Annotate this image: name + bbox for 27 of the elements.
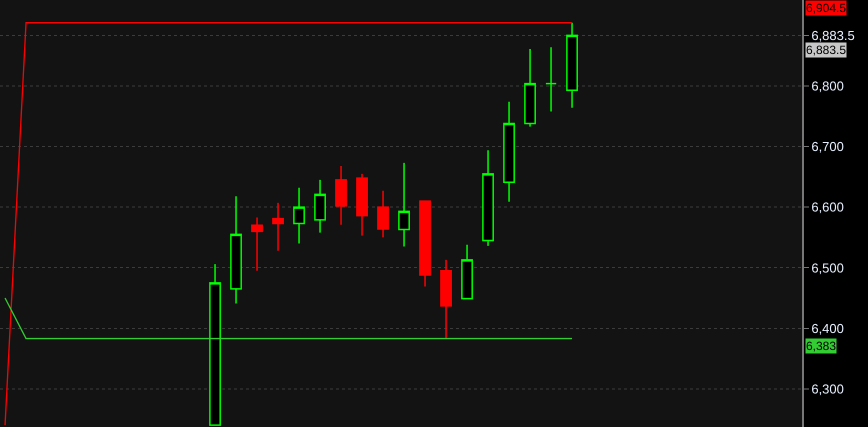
- candlestick: [314, 179, 326, 234]
- candlestick: [545, 46, 557, 112]
- candlestick: [461, 244, 473, 300]
- y-tick-label: 6,400: [811, 320, 844, 336]
- candlestick: [440, 259, 452, 340]
- candlestick: [251, 216, 263, 272]
- candlestick: [335, 165, 347, 226]
- y-tick-label: 6,700: [811, 139, 844, 154]
- candlestick: [356, 173, 368, 236]
- candlestick: [566, 22, 578, 109]
- candlestick: [398, 162, 410, 248]
- y-tick-label: 6,300: [811, 381, 844, 396]
- candlestick: [503, 101, 515, 202]
- text: 6,383: [806, 339, 836, 353]
- candlestick: [272, 202, 284, 252]
- candlestick: [209, 263, 221, 426]
- candlestick: [482, 149, 494, 247]
- candlestick: [419, 200, 431, 288]
- candlestick: [377, 190, 389, 238]
- y-tick-label: 6,600: [811, 200, 844, 215]
- y-tick-label: 6,883.5: [811, 28, 855, 43]
- y-tick-label: 6,800: [811, 78, 844, 94]
- candlestick: [230, 195, 242, 304]
- text: 6,904.5: [806, 1, 846, 15]
- y-tick-label: 6,500: [811, 260, 844, 276]
- candlestick: [524, 48, 536, 128]
- candlestick: [293, 187, 305, 244]
